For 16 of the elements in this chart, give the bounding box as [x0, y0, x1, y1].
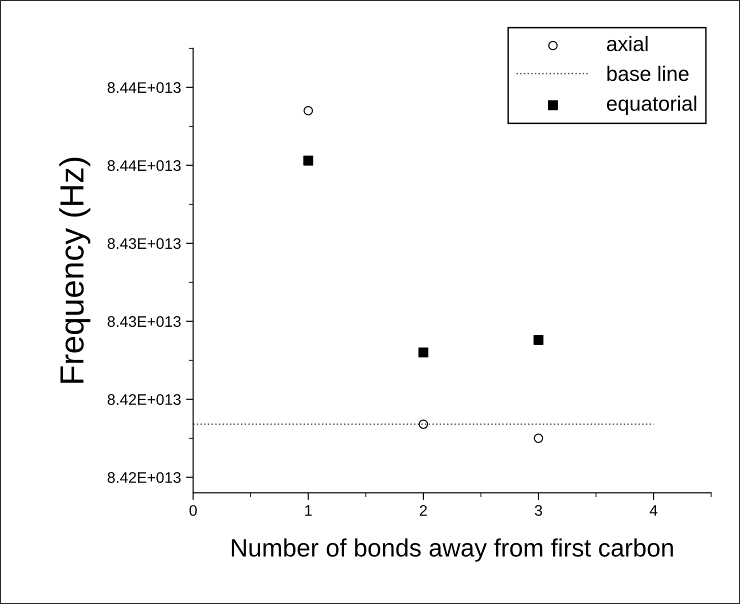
legend-label: axial [606, 36, 648, 52]
y-tick-label: 8.43E+013 [108, 238, 181, 249]
x-tick-label: 2 [420, 505, 427, 516]
legend-label: equatorial [606, 96, 696, 116]
y-tick-label: 8.44E+013 [108, 82, 181, 93]
x-tick-label: 3 [534, 505, 542, 516]
y-tick-label: 8.42E+013 [108, 472, 181, 483]
y-tick-label: 8.43E+013 [108, 316, 181, 327]
y-tick-label: 8.42E+013 [108, 394, 181, 405]
x-axis-title: Number of bonds away from first carbon [232, 538, 673, 562]
x-tick-label: 1 [305, 505, 312, 516]
y-tick-label: 8.44E+013 [108, 160, 181, 171]
x-tick-label: 4 [650, 505, 658, 516]
legend-label: base line [607, 66, 689, 82]
x-tick-label: 0 [189, 505, 197, 516]
y-axis-title: Frequency (Hz) [59, 158, 90, 383]
